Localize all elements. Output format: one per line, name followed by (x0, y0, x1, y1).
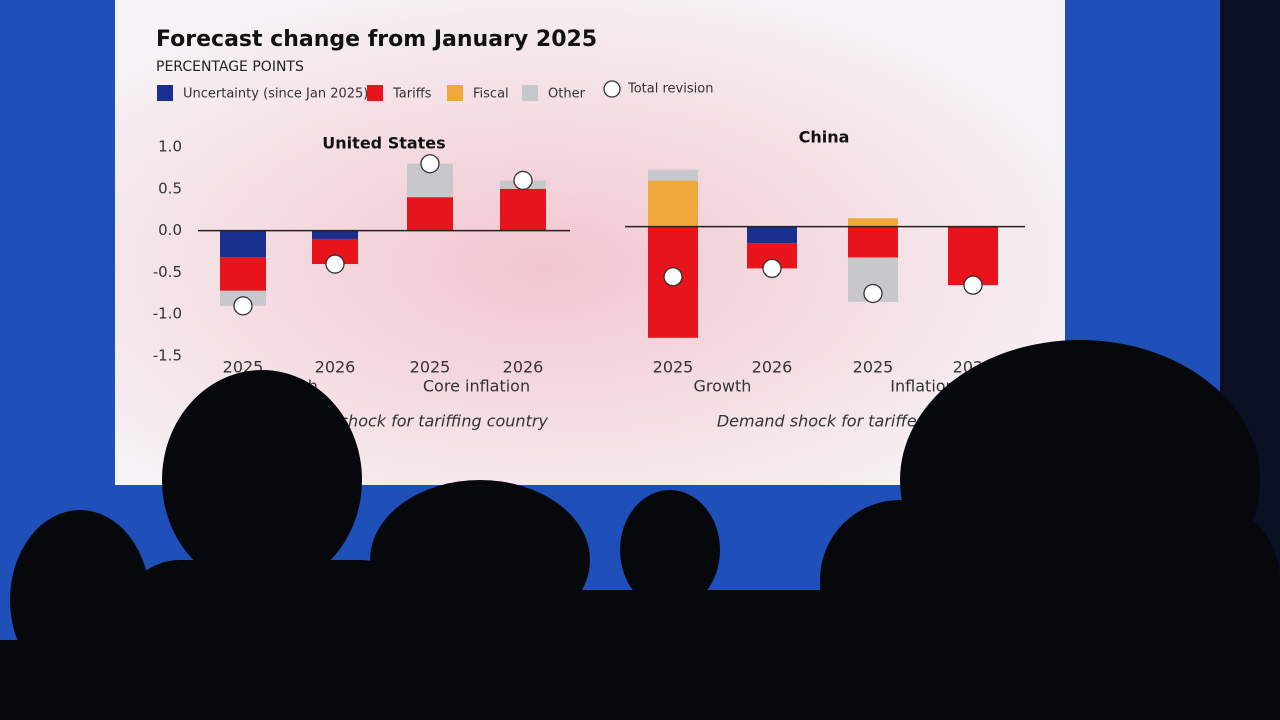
legend-swatch (522, 85, 538, 101)
x-tick-label: 2026 (503, 358, 544, 377)
group-label: Core inflation (423, 377, 530, 396)
head (162, 370, 362, 590)
bar-segment (648, 180, 698, 227)
group-label: Inflation (890, 377, 955, 396)
panel-title: United States (322, 134, 445, 153)
total-marker (325, 254, 345, 274)
x-tick-label: 2025 (653, 358, 694, 377)
bar-segment (500, 188, 546, 231)
bar-segment (648, 169, 698, 181)
bar-segment (312, 230, 358, 239)
head (620, 490, 720, 610)
x-tick-label: 2026 (752, 358, 793, 377)
x-tick-label: 2026 (315, 358, 356, 377)
legend-swatch (447, 85, 463, 101)
y-tick-label: 0.5 (158, 179, 182, 197)
bar-segment (747, 226, 797, 244)
total-marker (513, 170, 533, 191)
y-tick-label: -1.5 (153, 347, 182, 365)
total-marker (863, 283, 883, 304)
chart-subtitle: PERCENTAGE POINTS (156, 59, 304, 75)
bar-segment (848, 226, 898, 258)
plot: Uncertainty (since Jan 2025) Tariffs Fisca… (153, 80, 1025, 431)
bar-segment (220, 230, 266, 258)
total-marker (963, 275, 983, 295)
y-tick-label: -0.5 (153, 263, 182, 281)
y-tick-label: 1.0 (158, 138, 182, 156)
legend-label: Other (548, 87, 586, 102)
legend-swatch (367, 85, 383, 101)
y-tick-label: 0.0 (158, 221, 182, 239)
legend-label: Total revision (627, 82, 713, 97)
panel-title: China (799, 128, 850, 147)
legend-marker (603, 80, 621, 98)
total-marker (420, 154, 440, 174)
chart-title: Forecast change from January 2025 (156, 27, 597, 52)
y-tick-label: -1.0 (153, 305, 182, 323)
bar-segment (848, 218, 898, 227)
bar-segment (220, 257, 266, 291)
legend-swatch (157, 85, 173, 101)
legend-label: Fiscal (473, 87, 509, 102)
x-tick-label: 2025 (853, 358, 894, 377)
bar-segment (948, 226, 998, 286)
legend-label: Uncertainty (since Jan 2025) (183, 87, 368, 102)
x-tick-label: 2025 (410, 358, 451, 377)
total-marker (233, 296, 253, 316)
bar-segment (407, 197, 453, 231)
audience (0, 340, 1280, 720)
total-marker (663, 267, 683, 287)
total-marker (762, 258, 782, 279)
crowd (0, 640, 1280, 720)
group-label: Growth (694, 377, 752, 396)
legend-label: Tariffs (392, 87, 432, 102)
